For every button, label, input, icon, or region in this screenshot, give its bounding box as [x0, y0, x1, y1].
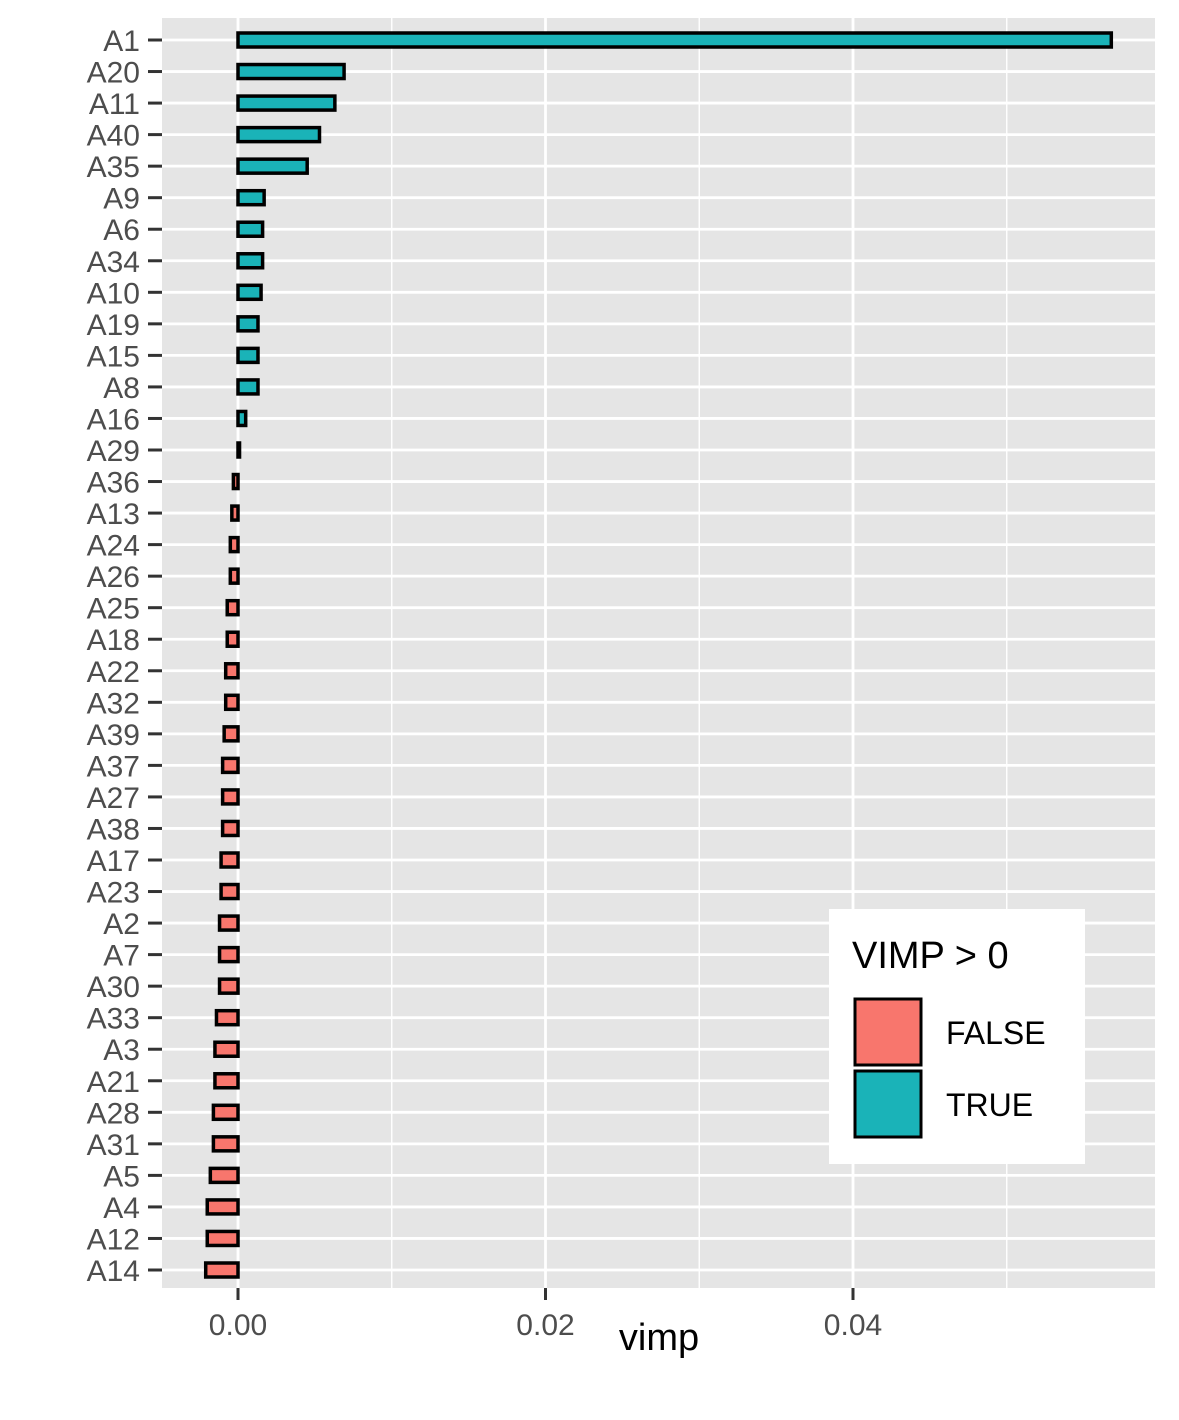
bar-A1	[236, 31, 1114, 49]
y-tick-label: A8	[103, 372, 140, 405]
bar-A39	[222, 725, 240, 743]
bar-A31	[211, 1135, 240, 1153]
y-tick-label: A23	[87, 877, 140, 910]
bar-A36	[231, 472, 240, 491]
bar-A6	[236, 220, 265, 238]
y-tick-label: A11	[89, 88, 140, 121]
bar-A27	[220, 788, 240, 806]
y-tick-label: A1	[103, 25, 140, 58]
y-tick-label: A22	[87, 656, 140, 689]
legend-key-false	[853, 997, 923, 1067]
bar-A35	[236, 157, 309, 175]
bar-A17	[219, 851, 240, 869]
y-tick-label: A31	[87, 1129, 140, 1162]
y-tick-label: A25	[87, 593, 140, 626]
y-tick-label: A2	[103, 908, 140, 941]
y-tick-label: A29	[87, 435, 140, 468]
bar-A2	[217, 914, 240, 932]
y-tick-label: A26	[87, 561, 140, 594]
bar-A11	[236, 94, 337, 112]
bar-A23	[219, 882, 240, 901]
y-tick-label: A20	[87, 57, 140, 90]
bar-A29	[236, 441, 242, 459]
y-tick-label: A28	[87, 1097, 140, 1130]
bar-A22	[223, 662, 240, 680]
bar-A18	[225, 630, 240, 648]
bar-A19	[236, 315, 260, 333]
bar-A26	[228, 567, 240, 585]
bar-A4	[205, 1198, 240, 1216]
bar-A13	[230, 504, 240, 522]
bar-A7	[217, 945, 240, 964]
bar-A20	[236, 62, 346, 81]
bar-A15	[236, 346, 260, 365]
x-tick-label: 0.04	[824, 1309, 882, 1342]
legend: VIMP > 0 FALSE TRUE	[829, 909, 1085, 1164]
y-tick-label: A24	[87, 530, 140, 563]
y-tick-label: A4	[103, 1192, 140, 1225]
y-tick-label: A21	[87, 1066, 140, 1099]
legend-label-true: TRUE	[946, 1087, 1033, 1123]
bar-A24	[228, 535, 240, 554]
y-tick-label: A15	[87, 340, 140, 373]
y-tick-label: A34	[87, 246, 140, 279]
y-tick-label: A36	[87, 467, 140, 500]
x-tick-label: 0.02	[516, 1309, 574, 1342]
bar-A12	[205, 1229, 240, 1248]
y-tick-label: A38	[87, 813, 140, 846]
bar-A25	[225, 598, 240, 617]
y-tick-label: A9	[103, 183, 140, 216]
bar-A38	[220, 819, 240, 838]
y-tick-label: A19	[87, 309, 140, 342]
y-tick-label: A12	[87, 1223, 140, 1256]
bar-A16	[236, 409, 248, 428]
y-tick-label: A18	[87, 624, 140, 657]
y-tick-label: A32	[87, 687, 140, 720]
y-tick-label: A17	[87, 845, 140, 878]
y-axis: A1A20A11A40A35A9A6A34A10A19A15A8A16A29A3…	[87, 25, 162, 1288]
bar-A8	[236, 378, 260, 396]
y-tick-label: A37	[87, 750, 140, 783]
y-tick-label: A35	[87, 151, 140, 184]
bar-A33	[214, 1008, 240, 1027]
bar-A10	[236, 283, 263, 302]
y-tick-label: A33	[87, 1003, 140, 1036]
y-tick-label: A16	[87, 403, 140, 436]
x-tick-label: 0.00	[209, 1309, 267, 1342]
y-tick-label: A14	[87, 1255, 140, 1288]
bar-A28	[211, 1103, 240, 1122]
y-tick-label: A27	[87, 782, 140, 815]
bar-A34	[236, 252, 265, 270]
bar-A3	[213, 1040, 240, 1058]
bar-A9	[236, 188, 266, 207]
legend-key-true	[853, 1069, 923, 1139]
legend-title: VIMP > 0	[852, 935, 1009, 977]
y-tick-label: A13	[87, 498, 140, 531]
y-tick-label: A5	[103, 1160, 140, 1193]
y-tick-label: A10	[87, 277, 140, 310]
bar-A32	[223, 693, 240, 712]
x-axis-title: vimp	[619, 1317, 699, 1359]
legend-label-false: FALSE	[946, 1015, 1046, 1051]
bar-A40	[236, 125, 322, 144]
y-tick-label: A3	[103, 1034, 140, 1067]
y-tick-label: A7	[103, 940, 140, 973]
bar-A5	[208, 1166, 240, 1185]
bar-A21	[213, 1072, 240, 1090]
y-tick-label: A6	[103, 214, 140, 247]
bar-A30	[217, 977, 240, 995]
bar-A14	[203, 1261, 240, 1279]
y-tick-label: A39	[87, 719, 140, 752]
y-tick-label: A30	[87, 971, 140, 1004]
bar-A37	[220, 756, 240, 775]
bar-layer	[203, 31, 1114, 1279]
y-tick-label: A40	[87, 120, 140, 153]
x-axis: 0.00 0.02 0.04	[209, 1288, 882, 1342]
